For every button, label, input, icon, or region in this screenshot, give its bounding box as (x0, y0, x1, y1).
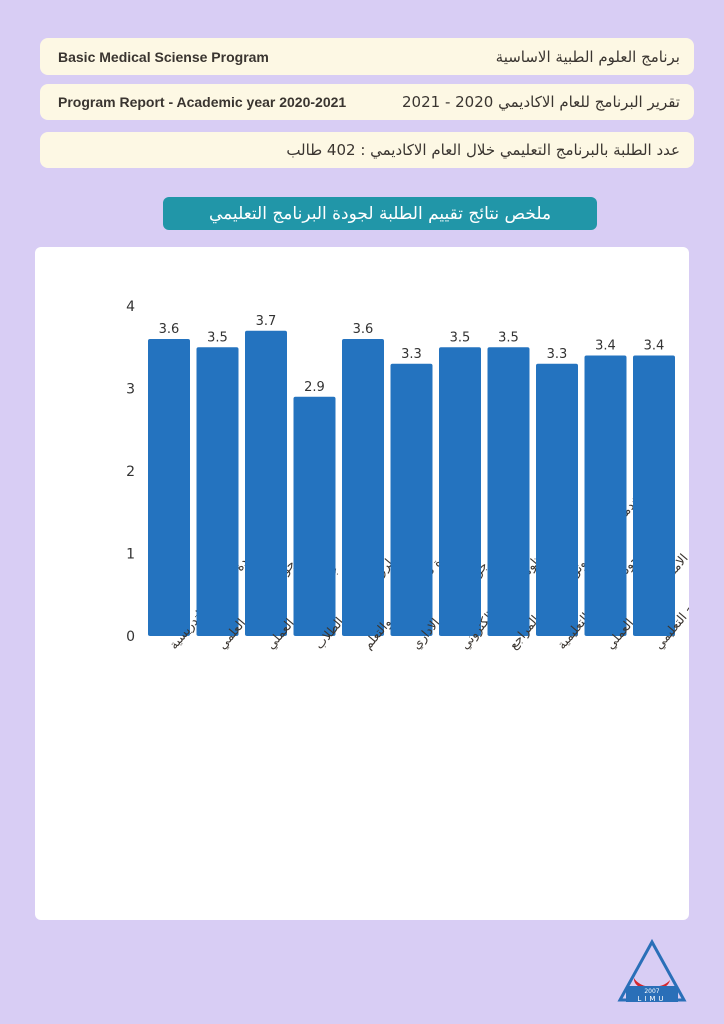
svg-text:LIMU: LIMU (637, 995, 666, 1003)
data-label: 3.5 (207, 330, 228, 345)
data-label: 3.6 (159, 322, 180, 337)
bar (439, 347, 481, 636)
data-label: 3.7 (256, 314, 277, 329)
data-label: 2.9 (304, 380, 325, 395)
data-label: 3.4 (595, 339, 616, 354)
bar (536, 363, 578, 636)
bar (245, 330, 287, 636)
data-label: 3.3 (547, 347, 568, 362)
program-name-en: Basic Medical Sciense Program (58, 48, 269, 65)
data-label: 3.4 (644, 339, 665, 354)
bar (487, 347, 530, 636)
limu-logo: 2007 LIMU (617, 938, 687, 1003)
report-title-bar: Program Report - Academic year 2020-2021… (40, 84, 694, 120)
students-count-text: عدد الطلبة بالبرنامج التعليمي خلال العام… (286, 141, 680, 159)
report-title-ar: تقرير البرنامج للعام الاكاديمي 2020 - 20… (402, 93, 680, 111)
chart-title: ملخص نتائج تقييم الطلبة لجودة البرنامج ا… (163, 197, 597, 230)
y-tick-label: 3 (126, 382, 135, 398)
data-label: 3.5 (450, 330, 471, 345)
bar (633, 355, 675, 636)
y-tick-label: 0 (126, 629, 135, 645)
bar (390, 363, 433, 636)
report-title-en: Program Report - Academic year 2020-2021 (58, 94, 347, 110)
bar (584, 355, 627, 636)
y-tick-label: 4 (126, 299, 135, 315)
bar (342, 339, 384, 636)
students-count-bar: عدد الطلبة بالبرنامج التعليمي خلال العام… (40, 132, 694, 168)
data-label: 3.5 (498, 330, 519, 345)
y-tick-label: 2 (126, 464, 135, 480)
y-tick-label: 1 (126, 547, 135, 563)
svg-text:2007: 2007 (644, 988, 659, 995)
bar (293, 396, 336, 636)
data-label: 3.6 (353, 322, 374, 337)
data-label: 3.3 (401, 347, 422, 362)
bar (196, 347, 239, 636)
bar (148, 339, 190, 636)
program-name-bar: Basic Medical Sciense Program برنامج الع… (40, 38, 694, 75)
program-name-ar: برنامج العلوم الطبية الاساسية (495, 47, 680, 66)
